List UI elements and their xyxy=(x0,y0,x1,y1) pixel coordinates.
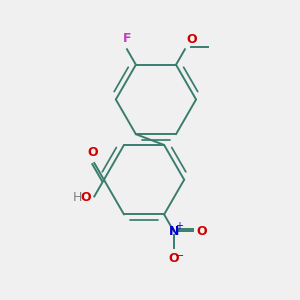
Text: O: O xyxy=(88,146,98,159)
Text: O: O xyxy=(186,33,197,46)
Text: O: O xyxy=(81,191,91,204)
Text: N: N xyxy=(169,225,179,238)
Text: O: O xyxy=(169,252,179,265)
Text: F: F xyxy=(123,32,131,45)
Text: H: H xyxy=(72,191,82,204)
Text: +: + xyxy=(175,221,183,231)
Text: −: − xyxy=(174,251,184,261)
Text: O: O xyxy=(197,225,207,238)
